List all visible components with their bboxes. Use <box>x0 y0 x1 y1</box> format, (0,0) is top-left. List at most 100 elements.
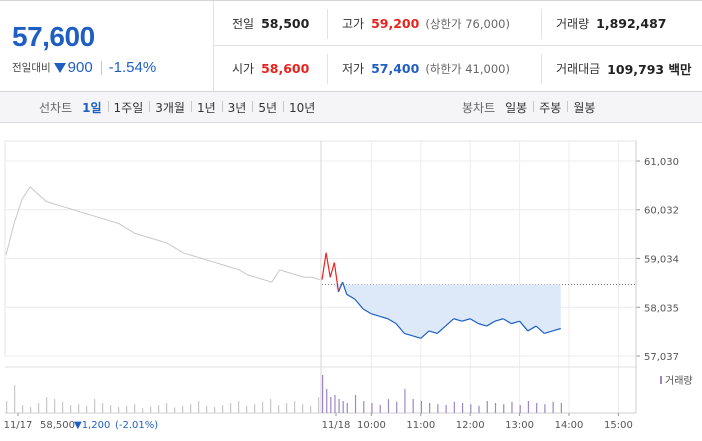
volume-bar-11-18 <box>387 399 390 413</box>
volume-bar-11-17 <box>142 408 144 413</box>
candle-chart-tabs: 봉차트 일봉 주봉 월봉 <box>462 92 601 123</box>
open-value: 58,600 <box>261 61 310 76</box>
volume-bar-11-17 <box>198 401 200 413</box>
volume-bar-11-18 <box>354 395 357 413</box>
volume-bar-11-17 <box>270 399 272 413</box>
tab-1y[interactable]: 1년 <box>190 99 222 116</box>
tab-monthly[interactable]: 월봉 <box>567 99 601 116</box>
volume-bar-11-17 <box>238 401 240 413</box>
series-11-18-segment <box>342 281 348 295</box>
volume-bar-11-18 <box>346 403 348 413</box>
tab-1w[interactable]: 1주일 <box>107 99 150 116</box>
volume-bar-11-17 <box>94 399 96 413</box>
series-11-18-segment <box>469 318 479 325</box>
divider <box>541 54 542 84</box>
intraday-price-chart[interactable]: 61,030 60,032 59,034 58,035 57,037 거래량 11/17… <box>0 123 702 441</box>
volume-bar-11-18 <box>363 401 365 413</box>
volume-bar-11-18 <box>511 401 513 413</box>
low-label: 저가 <box>342 62 365 76</box>
low-cell: 저가 57,400 (하한가 41,000) <box>342 46 510 91</box>
volume-bar-11-17 <box>54 399 56 413</box>
volume-bar-11-17 <box>6 401 8 413</box>
volume-bar-11-17 <box>206 405 208 413</box>
series-11-18-segment <box>371 313 380 317</box>
open-label: 시가 <box>232 62 255 76</box>
series-11-18-segment <box>428 330 438 334</box>
current-price: 57,600 <box>12 21 95 52</box>
series-11-18-segment <box>527 325 537 332</box>
volume-bar-11-18 <box>338 399 340 413</box>
series-11-18-segment <box>478 323 487 327</box>
x-tick-label: 11/18 <box>322 420 351 431</box>
volume-bar-11-18 <box>486 401 488 413</box>
divider <box>327 9 328 39</box>
x-tick-label: 14:00 <box>555 420 584 431</box>
volume-bar-11-17 <box>150 406 152 413</box>
trade-value-value: 109,793 백만 <box>607 62 692 77</box>
volume-bar-11-17 <box>278 405 280 413</box>
x-tick-label: 12:00 <box>456 420 485 431</box>
volume-bar-11-18 <box>527 401 530 413</box>
series-11-18-segment <box>412 335 421 339</box>
volume-bar-11-17 <box>286 403 288 413</box>
prev-close-cell: 전일 58,500 <box>232 1 309 46</box>
tab-3y[interactable]: 3년 <box>221 99 253 116</box>
volume-bar-11-18 <box>326 389 328 413</box>
tab-10y[interactable]: 10년 <box>283 99 321 116</box>
volume-bar-11-18 <box>445 405 447 413</box>
series-11-18-segment <box>453 318 463 322</box>
volume-bar-11-17 <box>86 405 88 413</box>
volume-legend-label: 거래량 <box>665 375 693 387</box>
volume-bar-11-17 <box>254 404 256 413</box>
high-cell: 고가 59,200 (상한가 76,000) <box>342 1 510 46</box>
series-11-18-segment <box>486 320 496 327</box>
series-11-18-segment <box>325 252 331 278</box>
candle-chart-label: 봉차트 <box>462 101 496 115</box>
volume-bar-11-17 <box>126 405 128 413</box>
series-11-18-segment <box>404 332 413 337</box>
open-cell: 시가 58,600 <box>232 46 309 91</box>
down-triangle-icon <box>53 62 66 73</box>
prev-close-label: 전일 <box>232 17 255 31</box>
volume-bar-11-18 <box>404 389 406 413</box>
y-tick-label: 57,037 <box>644 352 679 363</box>
prev-close-value: 58,500 <box>261 16 310 31</box>
tab-weekly[interactable]: 주봉 <box>533 99 567 116</box>
tab-1d[interactable]: 1일 <box>82 101 102 115</box>
change-percent: -1.54% <box>108 59 157 76</box>
divider <box>100 60 102 75</box>
high-label: 고가 <box>342 17 365 31</box>
volume-bar-11-18 <box>371 403 373 413</box>
volume-bar-11-18 <box>552 401 554 413</box>
volume-bar-11-17 <box>14 385 16 413</box>
volume-bar-11-18 <box>412 399 414 413</box>
trade-value-label: 거래대금 <box>556 62 601 76</box>
upper-limit-text: (상한가 76,000) <box>425 16 510 31</box>
tab-5y[interactable]: 5년 <box>252 99 283 116</box>
series-11-18-segment <box>552 327 561 332</box>
volume-bar-11-18 <box>379 405 381 413</box>
divider <box>327 54 328 84</box>
volume-bar-11-18 <box>334 395 336 413</box>
series-11-18-segment <box>461 318 471 322</box>
volume-bar-11-17 <box>246 405 248 413</box>
volume-bar-11-17 <box>118 407 120 413</box>
series-11-18-segment <box>420 330 430 339</box>
volume-bar-11-17 <box>302 404 304 413</box>
volume-bar-11-18 <box>560 403 562 413</box>
footer-close: 58,500 <box>40 420 75 431</box>
series-11-18-segment <box>445 318 455 327</box>
below-prev-close-area <box>322 284 561 339</box>
tab-daily[interactable]: 일봉 <box>505 101 528 115</box>
volume-bar-11-17 <box>62 401 64 413</box>
series-11-18-segment <box>387 318 397 325</box>
volume-bar-11-18 <box>396 401 398 413</box>
volume-bar-11-18 <box>453 401 455 413</box>
series-11-18-segment <box>337 281 344 293</box>
volume-bar-11-17 <box>190 404 192 413</box>
tab-3m[interactable]: 3개월 <box>149 99 191 116</box>
y-tick-label: 61,030 <box>644 157 679 168</box>
volume-bar-11-17 <box>222 405 224 413</box>
series-11-18-segment <box>321 252 327 280</box>
